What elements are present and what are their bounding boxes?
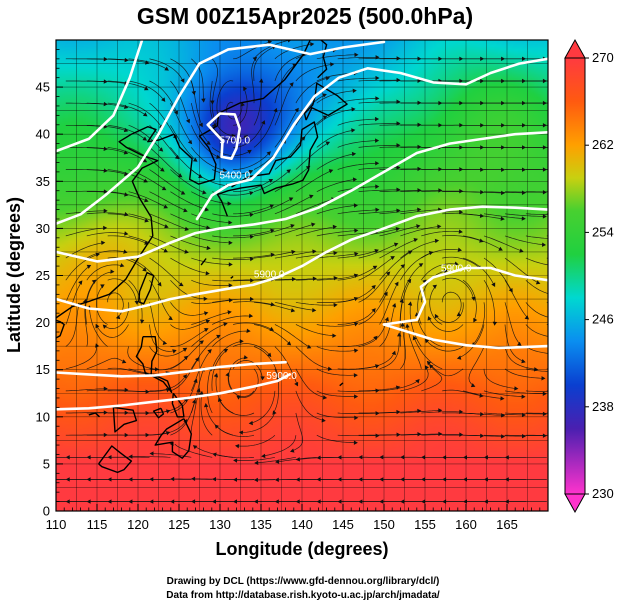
credit-drawing: Drawing by DCL (https://www.gfd-dennou.o…: [167, 576, 440, 587]
x-tick-label: 155: [414, 517, 436, 532]
y-axis-label: Latitude (degrees): [4, 197, 24, 353]
colorbar-gradient: [564, 57, 586, 495]
x-tick-label: 130: [209, 517, 231, 532]
colorbar-tick-label: 238: [592, 399, 614, 414]
y-tick-label: 35: [36, 174, 50, 189]
y-tick-label: 25: [36, 268, 50, 283]
contour-labels: 5700.0 5400.0 5900.0 5900.0 5900.0: [220, 136, 472, 383]
contour-label: 5900.0: [254, 269, 285, 280]
y-tick-label: 30: [36, 221, 50, 236]
y-axis-ticks: 0 5 10 15 20 25 30 35 40 45: [36, 49, 63, 519]
colorbar-ticks: 270 262 254 246 238 230: [585, 50, 614, 501]
x-axis-ticks: 110 115 120 125 130 135 140 145 150 155 160 165: [46, 504, 541, 532]
colorbar: 270 262 254 246 238 230: [564, 38, 614, 514]
x-axis-label: Longitude (degrees): [215, 539, 388, 559]
x-tick-label: 140: [291, 517, 313, 532]
contour-label: 5900.0: [441, 264, 472, 275]
x-tick-label: 165: [496, 517, 518, 532]
lat-lon-grid: [56, 40, 548, 511]
x-tick-label: 160: [455, 517, 477, 532]
colorbar-tick-label: 270: [592, 50, 614, 65]
y-tick-label: 0: [43, 504, 50, 519]
colorbar-tick-label: 254: [592, 224, 614, 239]
y-tick-label: 5: [43, 456, 50, 471]
y-tick-label: 10: [36, 409, 50, 424]
x-tick-label: 150: [373, 517, 395, 532]
colorbar-tick-label: 262: [592, 137, 614, 152]
y-tick-label: 15: [36, 362, 50, 377]
credit-data: Data from http://database.rish.kyoto-u.a…: [166, 590, 440, 601]
x-tick-label: 145: [332, 517, 354, 532]
x-tick-label: 115: [87, 517, 108, 532]
x-tick-label: 125: [168, 517, 190, 532]
contour-label: 5700.0: [220, 136, 251, 147]
colorbar-tick-label: 246: [592, 312, 614, 327]
x-tick-label: 110: [46, 517, 67, 532]
contour-label: 5900.0: [266, 371, 297, 382]
colorbar-top-arrow: [564, 38, 586, 59]
x-tick-label: 120: [127, 517, 149, 532]
map-title: GSM 00Z15Apr2025 (500.0hPa): [137, 3, 473, 29]
y-tick-label: 20: [36, 315, 50, 330]
height-contours: [56, 40, 548, 411]
y-tick-label: 45: [36, 80, 50, 95]
y-tick-label: 40: [36, 127, 50, 142]
coastlines: [56, 40, 348, 474]
colorbar-tick-label: 230: [592, 486, 614, 501]
contour-label: 5400.0: [220, 171, 251, 182]
x-tick-label: 135: [250, 517, 272, 532]
colorbar-bottom-arrow: [564, 493, 586, 514]
plot-area: 5700.0 5400.0 5900.0 5900.0 5900.0: [56, 40, 548, 511]
